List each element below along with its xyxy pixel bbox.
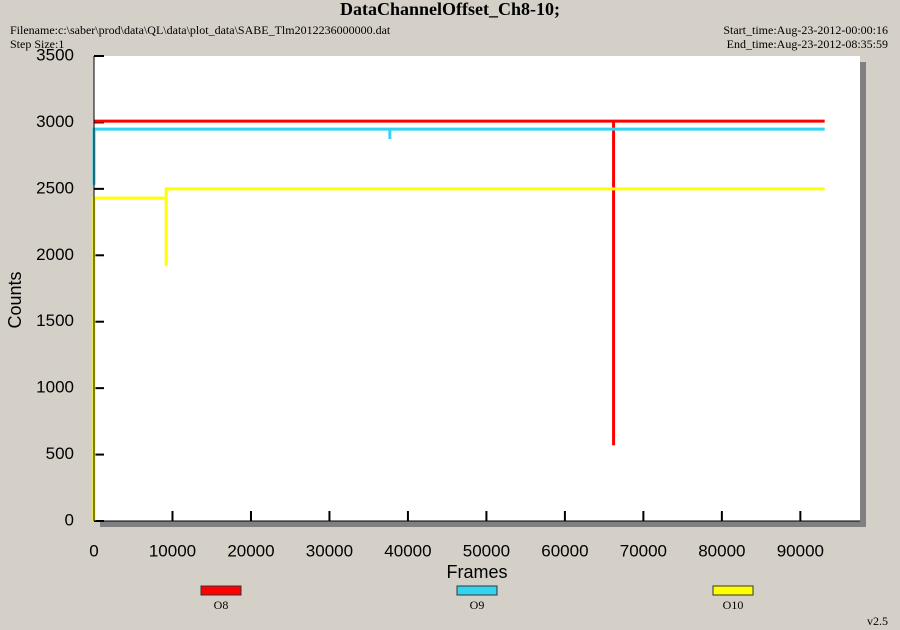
x-axis-label: Frames <box>446 562 507 582</box>
y-tick-label: 2000 <box>36 245 74 264</box>
x-tick-label: 50000 <box>463 541 510 560</box>
legend-label: O9 <box>470 598 485 612</box>
y-tick-label: 1000 <box>36 378 74 397</box>
x-tick-label: 80000 <box>698 541 745 560</box>
y-tick-label: 3500 <box>36 45 74 64</box>
step-size: Step Size:1 <box>10 37 64 51</box>
x-tick-label: 90000 <box>777 541 824 560</box>
x-tick-label: 0 <box>89 541 98 560</box>
y-tick-label: 500 <box>46 444 74 463</box>
series-line <box>94 119 825 446</box>
legend-swatch <box>200 585 242 596</box>
y-tick-label: 0 <box>65 510 74 529</box>
legend-label: O10 <box>723 598 744 612</box>
x-tick-label: 40000 <box>384 541 431 560</box>
x-tick-label: 70000 <box>620 541 667 560</box>
legend-swatch <box>456 585 498 596</box>
filename: Filename:c:\saber\prod\data\QL\data\plot… <box>10 23 391 37</box>
plot-area <box>94 56 860 521</box>
version: v2.5 <box>867 614 888 628</box>
x-tick-label: 60000 <box>541 541 588 560</box>
y-axis-label: Counts <box>5 271 25 328</box>
end-time: End_time:Aug-23-2012-08:35:59 <box>727 37 888 51</box>
y-tick-label: 3000 <box>36 112 74 131</box>
x-tick-label: 20000 <box>227 541 274 560</box>
x-tick-label: 30000 <box>306 541 353 560</box>
legend-swatch <box>712 585 754 596</box>
chart-title: DataChannelOffset_Ch8-10; <box>340 0 560 19</box>
x-tick-label: 10000 <box>149 541 196 560</box>
start-time: Start_time:Aug-23-2012-00:00:16 <box>723 23 888 37</box>
y-tick-label: 2500 <box>36 178 74 197</box>
y-tick-label: 1500 <box>36 311 74 330</box>
legend-label: O8 <box>214 598 229 612</box>
